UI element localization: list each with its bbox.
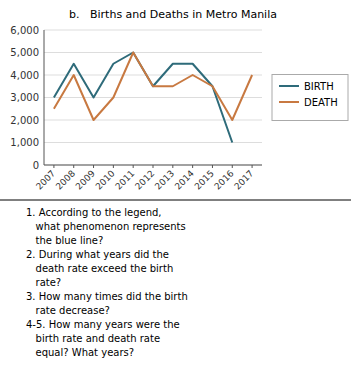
- legend: BIRTH DEATH: [272, 75, 348, 121]
- question-line: rate decrease?: [26, 305, 110, 316]
- question-line: equal? What years?: [26, 347, 134, 358]
- grid-line: [44, 142, 262, 143]
- separator: [0, 200, 351, 201]
- x-tick: [212, 165, 213, 168]
- x-tick-label: 2007: [34, 168, 57, 191]
- y-axis: [44, 30, 45, 165]
- series-line: [54, 53, 232, 143]
- x-tick: [192, 165, 193, 168]
- x-tick-label: 2010: [94, 168, 117, 191]
- question-line: 1. According to the legend,: [26, 207, 162, 218]
- x-tick: [172, 165, 173, 168]
- question-line: death rate exceed the birth: [26, 263, 173, 274]
- legend-frame: [272, 75, 348, 121]
- title: b. Births and Deaths in Metro Manila: [69, 8, 277, 21]
- y-tick-label: 1,000: [10, 137, 39, 148]
- x-tick: [53, 165, 54, 168]
- x-tick: [93, 165, 94, 168]
- x-tick: [232, 165, 233, 168]
- grid-line: [44, 97, 262, 98]
- plot-area: [54, 53, 252, 143]
- grid-line: [44, 52, 262, 53]
- y-tick-label: 4,000: [10, 70, 39, 81]
- question-line: 2. During what years did the: [26, 249, 169, 260]
- x-tick: [73, 165, 74, 168]
- x-tick-label: 2014: [173, 168, 196, 191]
- x-tick-label: 2017: [232, 168, 255, 191]
- y-tick-label: 0: [33, 160, 39, 171]
- chart: b. Births and Deaths in Metro Manila 0 1,0…: [0, 0, 351, 385]
- x-tick-label: 2015: [193, 168, 216, 191]
- x-tick-label: 2016: [212, 168, 235, 191]
- x-tick: [252, 165, 253, 168]
- grid-line: [44, 30, 262, 31]
- x-tick-label: 2008: [54, 168, 77, 191]
- question-line: 3. How many times did the birth: [26, 291, 188, 302]
- series-line: [54, 53, 252, 121]
- question-line: rate?: [26, 277, 61, 288]
- grid-line: [44, 75, 262, 76]
- question-line: the blue line?: [26, 235, 103, 246]
- legend-label: BIRTH: [304, 81, 334, 92]
- x-tick-label: 2012: [133, 168, 156, 191]
- y-tick-label: 6,000: [10, 25, 39, 36]
- x-tick-label: 2013: [153, 168, 176, 191]
- legend-label: DEATH: [304, 97, 338, 108]
- x-tick-label: 2011: [113, 168, 136, 191]
- y-tick-label: 5,000: [10, 47, 39, 58]
- x-tick: [133, 165, 134, 168]
- x-tick-label: 2009: [74, 168, 97, 191]
- legend-swatch: [279, 85, 299, 87]
- question-line: what phenomenon represents: [26, 221, 186, 232]
- question-line: 4-5. How many years were the: [26, 319, 180, 330]
- x-tick: [153, 165, 154, 168]
- grid-line: [44, 120, 262, 121]
- legend-swatch: [279, 101, 299, 103]
- y-tick-label: 2,000: [10, 115, 39, 126]
- question-line: birth rate and death rate: [26, 333, 160, 344]
- x-tick: [113, 165, 114, 168]
- y-tick-label: 3,000: [10, 92, 39, 103]
